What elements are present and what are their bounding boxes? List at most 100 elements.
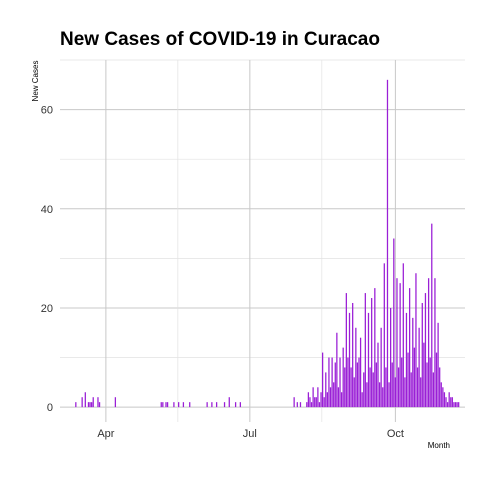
bar [328, 357, 330, 408]
bar [399, 283, 401, 408]
bar [451, 397, 453, 408]
bar [321, 352, 324, 408]
bar [440, 382, 442, 408]
bar [435, 352, 438, 408]
bar [437, 322, 439, 408]
bar [388, 382, 390, 408]
bar [372, 372, 374, 408]
bar [87, 402, 90, 408]
bar [312, 387, 314, 408]
bar [361, 392, 363, 408]
bar [380, 327, 382, 408]
bar [383, 263, 385, 408]
bar [427, 278, 430, 408]
bar [206, 402, 208, 408]
bars [75, 79, 460, 408]
bar [92, 397, 94, 408]
bar [356, 362, 359, 408]
bar [431, 223, 433, 408]
bar [382, 387, 384, 408]
bar [412, 317, 414, 408]
bar [337, 387, 340, 408]
bar [410, 372, 412, 408]
bar [404, 377, 406, 408]
bar [409, 288, 411, 408]
bar [423, 342, 425, 408]
bar [374, 288, 376, 408]
bar [239, 402, 241, 408]
bar [418, 327, 420, 408]
bar [189, 402, 191, 408]
y-tick-label-20: 20 [41, 303, 53, 315]
bar [114, 397, 117, 408]
bar [329, 387, 332, 408]
bar [446, 402, 449, 408]
bar [182, 402, 185, 408]
bar [359, 337, 362, 408]
bar [397, 367, 400, 408]
bar [450, 397, 452, 408]
bar [390, 307, 392, 408]
bar [445, 397, 447, 408]
bar [393, 238, 395, 408]
bar [223, 402, 226, 408]
bar [234, 402, 237, 408]
bar [367, 312, 370, 408]
bar [353, 377, 355, 408]
bar [97, 397, 99, 408]
bar [407, 352, 409, 408]
bar [352, 302, 354, 408]
y-tick-label-0: 0 [47, 402, 53, 414]
bar [160, 402, 162, 408]
bar [363, 372, 365, 408]
grid [60, 59, 465, 422]
bar [342, 347, 344, 408]
bar [336, 332, 338, 408]
bar [293, 397, 295, 408]
bar [371, 298, 373, 408]
bar [420, 377, 422, 408]
bar [432, 372, 434, 408]
bar [369, 367, 371, 408]
x-tick-label-oct: Oct [387, 428, 404, 440]
bar [401, 357, 403, 408]
y-tick-label-40: 40 [41, 204, 53, 216]
bar [421, 302, 423, 408]
bar [173, 402, 175, 408]
bar [405, 312, 408, 408]
bar [415, 273, 417, 408]
bar [394, 377, 397, 408]
bar [386, 79, 389, 408]
bar [454, 402, 457, 408]
bar [429, 357, 431, 408]
bar [416, 367, 419, 408]
bar [366, 382, 368, 408]
bar [325, 372, 327, 408]
bar [426, 362, 428, 408]
bar [81, 397, 83, 408]
bar [310, 402, 313, 408]
bar [424, 293, 427, 408]
bar [296, 402, 298, 408]
bar [396, 278, 398, 408]
bar [211, 402, 213, 408]
bar [89, 402, 91, 408]
bar [91, 402, 93, 408]
bar [413, 347, 416, 408]
bar [350, 367, 352, 408]
bar [309, 397, 311, 408]
y-tick-label-60: 60 [41, 105, 53, 117]
bar [228, 397, 230, 408]
bar [166, 402, 169, 408]
bar [347, 357, 349, 408]
bar [165, 402, 167, 408]
bar [345, 293, 347, 408]
y-axis-title: New Cases [31, 61, 40, 102]
bar [320, 392, 322, 408]
bar [323, 397, 325, 408]
bar [348, 312, 351, 408]
bar [375, 362, 378, 408]
bar [448, 392, 450, 408]
bar [364, 293, 366, 408]
